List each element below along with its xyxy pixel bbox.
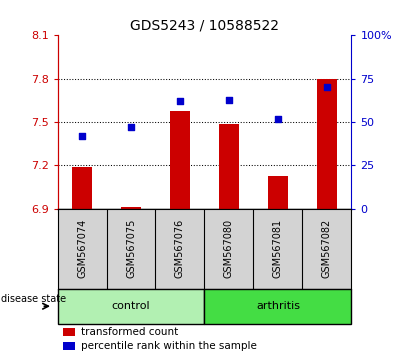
- Text: control: control: [112, 301, 150, 311]
- Point: [128, 125, 134, 130]
- Text: GSM567074: GSM567074: [77, 219, 87, 278]
- Bar: [317, 79, 337, 209]
- Bar: [121, 207, 141, 209]
- Text: percentile rank within the sample: percentile rank within the sample: [81, 341, 257, 351]
- Point: [177, 98, 183, 104]
- Point: [323, 85, 330, 90]
- Bar: [205, 289, 351, 324]
- Text: GSM567081: GSM567081: [273, 219, 283, 278]
- Text: GSM567075: GSM567075: [126, 219, 136, 278]
- Bar: [268, 176, 288, 209]
- Text: GSM567076: GSM567076: [175, 219, 185, 278]
- Bar: [63, 342, 75, 350]
- Point: [79, 133, 85, 139]
- Text: GSM567082: GSM567082: [322, 219, 332, 278]
- Text: arthritis: arthritis: [256, 301, 300, 311]
- Bar: [219, 124, 239, 209]
- Bar: [170, 110, 190, 209]
- Point: [226, 97, 232, 102]
- Bar: [72, 167, 92, 209]
- Title: GDS5243 / 10588522: GDS5243 / 10588522: [130, 19, 279, 33]
- Text: GSM567080: GSM567080: [224, 219, 234, 278]
- Bar: [58, 289, 205, 324]
- Text: transformed count: transformed count: [81, 327, 178, 337]
- Point: [275, 116, 281, 121]
- Bar: [63, 327, 75, 336]
- Text: disease state: disease state: [1, 294, 66, 304]
